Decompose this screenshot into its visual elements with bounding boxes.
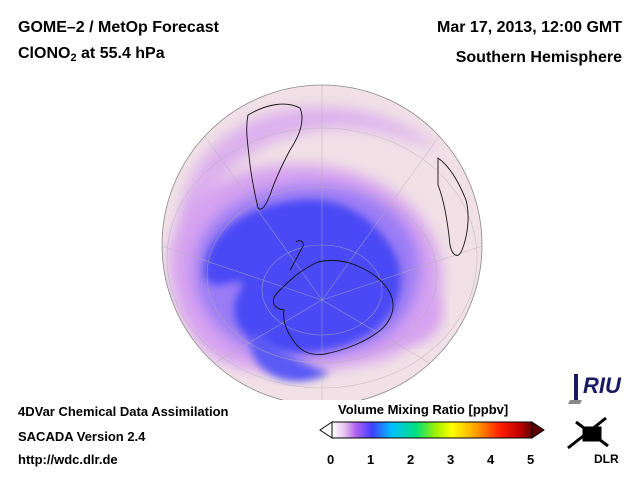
species-main: ClONO	[18, 45, 71, 62]
collar-band-upper	[180, 106, 440, 236]
colorbar-gradient	[331, 421, 533, 439]
dlr-logo-icon	[567, 416, 609, 450]
colorbar	[319, 421, 545, 439]
graticule	[162, 85, 482, 400]
polar-vortex	[204, 199, 401, 353]
colorbar-tick: 3	[447, 452, 455, 467]
riu-logo-icon	[568, 374, 582, 404]
species-subscript: 2	[70, 52, 77, 64]
antarctica-coast	[273, 259, 394, 355]
colorbar-tick: 1	[367, 452, 375, 467]
colorbar-tick: 5	[527, 452, 535, 467]
vortex-tongue	[250, 330, 330, 382]
region-label: Southern Hemisphere	[455, 49, 622, 66]
footer-version: SACADA Version 2.4	[18, 429, 146, 444]
globe-outline	[161, 84, 483, 400]
pressure-level: at 55.4 hPa	[76, 45, 165, 62]
globe-content	[162, 85, 482, 400]
colorbar-tick: 2	[407, 452, 415, 467]
footer-method: 4DVar Chemical Data Assimilation	[18, 404, 229, 419]
africa-coast	[437, 157, 469, 256]
colorbar-tick: 0	[327, 452, 335, 467]
antarctic-peninsula	[289, 240, 304, 271]
dlr-logo-text: DLR	[594, 452, 619, 466]
south-america-coast	[246, 103, 303, 210]
colorbar-tick: 4	[487, 452, 495, 467]
colorbar-max-arrow	[531, 421, 545, 439]
colorbar-min-arrow	[319, 421, 333, 439]
footer-url: http://wdc.dlr.de	[18, 452, 118, 467]
species-title: ClONO2 at 55.4 hPa	[18, 46, 165, 64]
globe-map	[161, 84, 483, 400]
riu-logo-text: RIU	[583, 373, 621, 398]
product-title: GOME–2 / MetOp Forecast	[18, 19, 219, 36]
colorbar-title: Volume Mixing Ratio [ppbv]	[338, 402, 509, 417]
forecast-date: Mar 17, 2013, 12:00 GMT	[437, 19, 622, 36]
